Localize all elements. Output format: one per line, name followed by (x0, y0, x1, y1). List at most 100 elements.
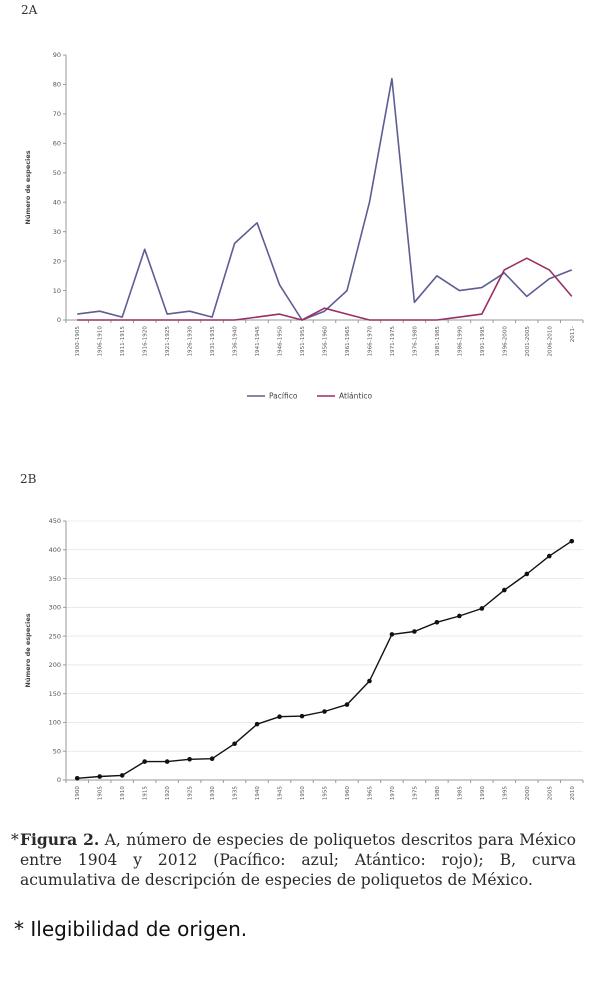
x-tick-label: 1926-1930 (188, 326, 194, 357)
data-point (277, 714, 282, 719)
y-tick-label: 40 (53, 198, 61, 206)
data-point (142, 759, 147, 764)
data-point (479, 606, 485, 611)
y-tick-label: 350 (49, 575, 61, 583)
y-tick-label: 0 (57, 776, 61, 784)
y-tick-label: 100 (49, 719, 61, 727)
x-tick-label: 1945 (278, 786, 284, 801)
x-tick-label: 1925 (188, 786, 194, 801)
x-tick-label: 1905 (98, 786, 104, 801)
panel-label-2b: 2B (20, 472, 37, 486)
data-point (187, 756, 192, 762)
x-tick-label: 2001-2005 (525, 326, 531, 357)
x-tick-label: 1996-2000 (502, 326, 508, 357)
x-tick-label: 2010 (570, 786, 576, 801)
x-tick-label: 1935 (233, 786, 239, 801)
x-tick-label: 1986-1990 (457, 326, 463, 357)
data-point (569, 538, 575, 544)
y-tick-label: 200 (49, 661, 61, 669)
x-tick-label: 1900 (75, 786, 81, 801)
y-tick-label: 20 (53, 257, 61, 265)
x-tick-label: 1946-1950 (278, 326, 284, 357)
data-point (434, 619, 440, 625)
data-point (322, 709, 327, 714)
data-point (254, 721, 260, 727)
y-tick-label: 60 (53, 140, 61, 148)
y-tick-label: 300 (49, 604, 61, 612)
data-point (546, 553, 552, 559)
x-tick-label: 1951-1955 (300, 326, 306, 357)
data-point (299, 713, 305, 719)
y-axis-label: Número de especies (24, 613, 32, 687)
x-tick-label: 1981-1985 (435, 326, 441, 357)
illegibility-note: * Ilegibilidad de origen. (14, 917, 248, 941)
y-tick-label: 150 (49, 690, 61, 698)
caption-star: * (11, 831, 19, 849)
y-tick-label: 400 (49, 546, 61, 554)
x-tick-label: 1961-1965 (345, 326, 351, 357)
data-point (119, 773, 125, 778)
x-tick-label: 1971-1975 (390, 326, 396, 357)
x-tick-label: 1906-1910 (98, 326, 104, 357)
y-tick-label: 90 (53, 51, 61, 59)
x-tick-label: 1920 (165, 786, 171, 801)
y-tick-label: 50 (53, 747, 61, 755)
y-axis-label: Número de especies (24, 150, 32, 224)
x-tick-label: 1950 (300, 786, 306, 801)
series-line-1 (77, 540, 573, 779)
x-tick-label: 1931-1935 (210, 326, 216, 357)
x-tick-label: 2006-2010 (547, 326, 553, 357)
x-tick-label: 2011- (570, 326, 576, 342)
x-tick-label: 1910 (120, 786, 126, 801)
data-point (97, 774, 103, 779)
series-line-2 (77, 257, 573, 321)
data-point (209, 756, 215, 762)
x-tick-label: 1930 (210, 786, 216, 801)
x-tick-label: 1985 (457, 786, 463, 801)
series-line-1 (77, 77, 573, 321)
y-tick-label: 250 (49, 632, 61, 640)
x-tick-label: 1955 (323, 786, 329, 801)
x-tick-label: 2000 (525, 786, 531, 801)
y-tick-label: 10 (53, 287, 61, 295)
data-point (344, 702, 350, 707)
data-point (389, 632, 395, 637)
data-point (457, 613, 462, 619)
y-tick-label: 50 (53, 169, 61, 177)
chart-2b: 0 50 100 150 200 250 300 350 400 450 1900 1905 1910 1… (24, 517, 584, 801)
data-point (74, 775, 80, 781)
x-tick-label: 1976-1980 (412, 326, 418, 357)
y-tick-label: 450 (49, 517, 61, 525)
data-point (502, 587, 507, 593)
x-tick-label: 1975 (412, 786, 418, 801)
data-point (524, 571, 530, 577)
x-tick-label: 1965 (367, 786, 373, 801)
x-tick-label: 1916-1920 (143, 326, 149, 357)
y-tick-label: 0 (57, 316, 61, 324)
x-tick-label: 1995 (502, 786, 508, 801)
legend-label-2: Atlántico (339, 392, 373, 401)
x-tick-label: 1956-1960 (323, 326, 329, 357)
caption-figure-number: Figura 2. (20, 830, 100, 849)
legend-label-1: Pacífico (269, 392, 298, 401)
x-tick-label: 1980 (435, 786, 441, 801)
chart-2a: 0 10 20 30 40 50 60 70 80 90 1900-1905 1906-1910 191… (24, 51, 584, 401)
x-tick-label: 2005 (547, 786, 553, 801)
x-tick-label: 1990 (480, 786, 486, 801)
x-tick-label: 1941-1945 (255, 326, 261, 357)
x-tick-label: 1915 (143, 786, 149, 801)
x-tick-label: 1940 (255, 786, 261, 801)
data-point (164, 759, 170, 764)
y-tick-label: 80 (53, 81, 61, 89)
data-point (232, 741, 237, 747)
y-tick-label: 70 (53, 110, 61, 118)
x-tick-label: 1911-1915 (120, 326, 126, 357)
x-tick-label: 1966-1970 (367, 326, 373, 357)
x-tick-label: 1970 (390, 786, 396, 801)
caption-text: A, número de especies de poliquetos desc… (20, 831, 576, 889)
x-tick-label: 1900-1905 (75, 326, 81, 357)
x-tick-label: 1921-1925 (165, 326, 171, 357)
data-point (412, 629, 417, 634)
data-point (367, 678, 372, 684)
x-tick-label: 1991-1995 (480, 326, 486, 357)
